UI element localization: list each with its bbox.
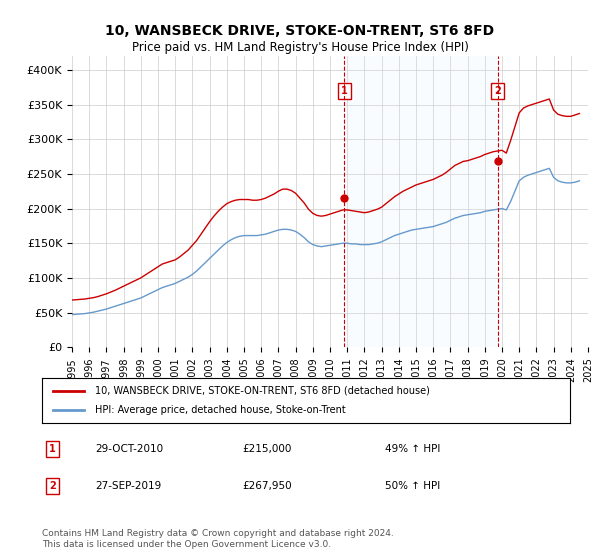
Text: 1: 1: [341, 86, 347, 96]
Text: 49% ↑ HPI: 49% ↑ HPI: [385, 445, 440, 454]
Text: HPI: Average price, detached house, Stoke-on-Trent: HPI: Average price, detached house, Stok…: [95, 405, 346, 416]
Text: £267,950: £267,950: [242, 481, 292, 491]
Text: 2: 2: [494, 86, 501, 96]
Text: Contains HM Land Registry data © Crown copyright and database right 2024.
This d: Contains HM Land Registry data © Crown c…: [42, 529, 394, 549]
Bar: [344, 56, 497, 347]
Text: 50% ↑ HPI: 50% ↑ HPI: [385, 481, 440, 491]
Text: 29-OCT-2010: 29-OCT-2010: [95, 445, 163, 454]
Text: Price paid vs. HM Land Registry's House Price Index (HPI): Price paid vs. HM Land Registry's House …: [131, 41, 469, 54]
Text: £215,000: £215,000: [242, 445, 292, 454]
Text: 27-SEP-2019: 27-SEP-2019: [95, 481, 161, 491]
Text: 1: 1: [49, 445, 56, 454]
Text: 2: 2: [49, 481, 56, 491]
Text: 10, WANSBECK DRIVE, STOKE-ON-TRENT, ST6 8FD: 10, WANSBECK DRIVE, STOKE-ON-TRENT, ST6 …: [106, 24, 494, 38]
Text: 10, WANSBECK DRIVE, STOKE-ON-TRENT, ST6 8FD (detached house): 10, WANSBECK DRIVE, STOKE-ON-TRENT, ST6 …: [95, 385, 430, 395]
